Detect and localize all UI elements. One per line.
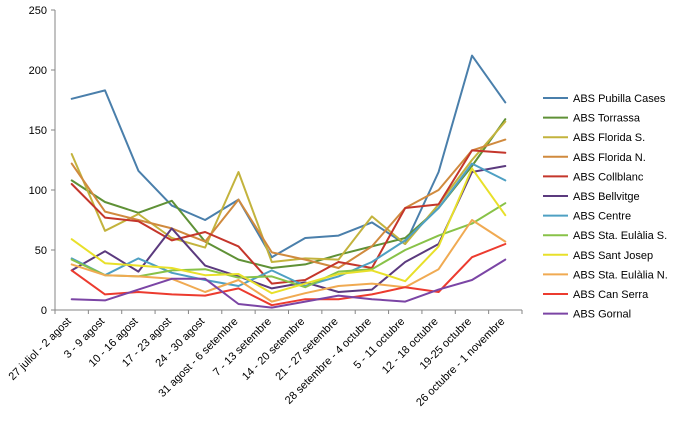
y-tick-label: 250 [29,5,47,17]
series-line [70,118,507,269]
series-line [70,149,507,285]
legend-label: ABS Sta. Eulàlia N. [573,269,668,281]
series-line [70,165,507,293]
legend-label: ABS Collblanc [573,171,644,183]
legend: ABS Pubilla Cases ABS Torrassa ABS Florida… [543,93,668,321]
series-line [70,258,507,309]
legend-label: ABS Gornal [573,309,631,321]
legend-label: ABS Bellvitge [573,191,640,203]
y-tick-label: 200 [29,65,47,77]
series-line [70,167,507,295]
series-line [70,243,507,307]
series-line [70,162,507,287]
legend-label: ABS Pubilla Cases [573,93,666,105]
y-tick-label: 100 [29,185,47,197]
y-tick-label: 0 [41,305,47,317]
series-line [70,120,507,263]
y-tick-label: 50 [35,245,47,257]
series-line [70,202,507,289]
legend-label: ABS Torrassa [573,113,641,125]
legend-label: ABS Florida S. [573,132,645,144]
legend-label: ABS Centre [573,211,631,223]
legend-label: ABS Can Serra [573,289,649,301]
series-layer [70,54,507,309]
series-line [70,219,507,303]
series-line [70,54,507,259]
y-tick-label: 150 [29,125,47,137]
legend-label: ABS Florida N. [573,152,646,164]
legend-label: ABS Sta. Eulàlia S. [573,230,667,242]
x-tick-label: 7 - 13 setembre [211,316,274,379]
legend-label: ABS Sant Josep [573,250,653,262]
series-line [70,138,507,269]
